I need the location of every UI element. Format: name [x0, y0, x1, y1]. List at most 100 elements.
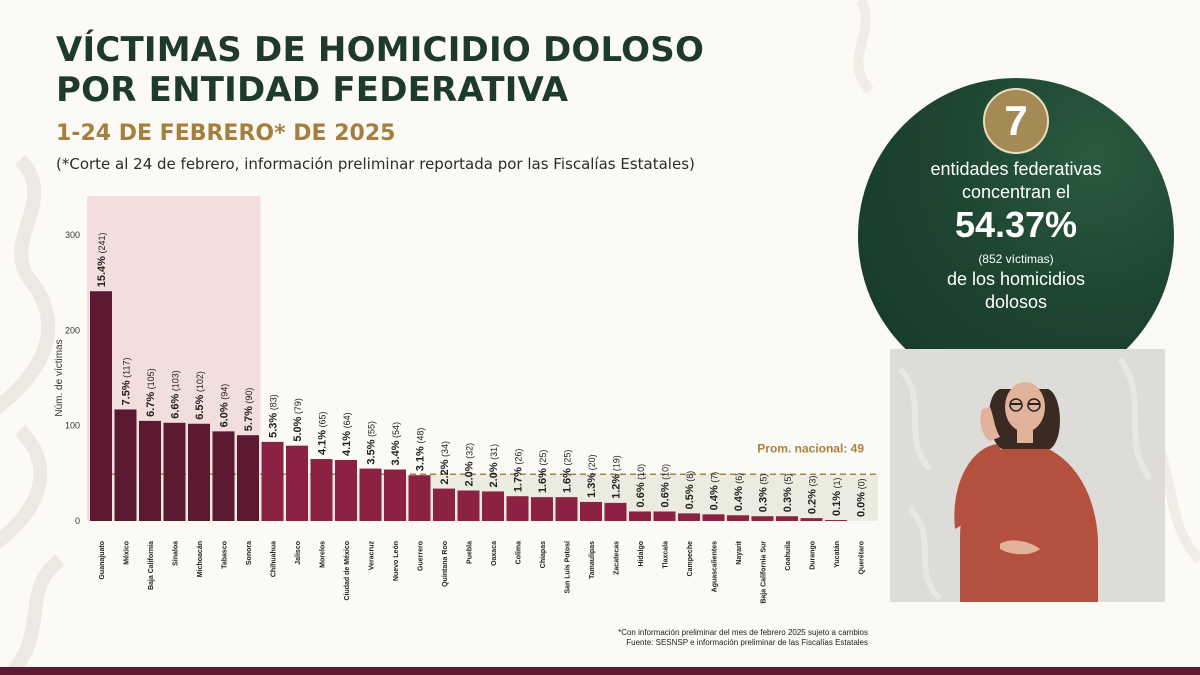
footnote-preliminary: *Con información preliminar del mes de f… — [618, 628, 868, 637]
bar — [482, 491, 504, 521]
data-label: 0.6% (10) — [635, 464, 647, 508]
bar — [555, 497, 578, 521]
data-label-percent: 0.6% — [660, 482, 672, 507]
data-label-count: (3) — [808, 476, 818, 490]
data-label-percent: 6.6% — [170, 394, 182, 419]
data-label-percent: 7.5% — [121, 380, 133, 405]
bar — [261, 441, 284, 521]
summary-line-2: concentran el — [961, 182, 1071, 202]
data-label-count: (20) — [587, 454, 597, 473]
data-label: 2.0% (32) — [464, 443, 476, 487]
data-label: 5.0% (79) — [292, 398, 304, 442]
y-tick-label: 300 — [65, 230, 80, 240]
data-label-count: (19) — [612, 455, 622, 474]
entity-count-badge: 7 — [983, 88, 1049, 154]
data-label-percent: 6.5% — [194, 394, 206, 419]
x-tick-label: Zacatecas — [614, 541, 621, 575]
data-label-percent: 0.1% — [831, 491, 843, 516]
bar — [286, 445, 308, 521]
data-label-count: (79) — [293, 398, 303, 417]
data-label-percent: 0.0% — [856, 492, 868, 517]
data-label: 0.5% (8) — [684, 471, 696, 510]
data-label-count: (117) — [122, 358, 132, 381]
data-label-count: (241) — [97, 233, 107, 257]
data-label: 0.0% (0) — [856, 478, 868, 517]
x-tick-label: Michoacán — [197, 541, 204, 577]
data-label-percent: 0.4% — [709, 485, 721, 510]
data-label: 2.0% (31) — [488, 444, 500, 488]
x-tick-label: Baja California — [148, 541, 155, 590]
x-tick-label: Durango — [810, 541, 817, 570]
x-tick-label: Coahuila — [785, 541, 792, 571]
x-tick-label: Colima — [516, 541, 523, 564]
interpreter-figure — [890, 349, 1165, 602]
x-tick-label: Guanajuato — [99, 541, 106, 580]
x-tick-label: Ciudad de México — [344, 541, 351, 601]
data-label-percent: 15.4% — [96, 256, 108, 287]
data-label-count: (10) — [661, 464, 671, 483]
bar — [580, 501, 602, 521]
bar — [629, 511, 651, 521]
data-label: 0.3% (5) — [782, 474, 794, 513]
data-label-count: (54) — [391, 422, 401, 441]
x-tick-label: Tamaulipas — [589, 541, 596, 579]
data-label-percent: 0.6% — [635, 482, 647, 507]
data-label: 6.7% (105) — [145, 368, 157, 417]
bar — [90, 291, 112, 521]
data-label: 1.2% (19) — [611, 455, 623, 499]
data-label: 15.4% (241) — [96, 233, 108, 288]
bar — [335, 459, 357, 521]
footer-bar — [0, 667, 1200, 675]
x-tick-label: Morelos — [320, 541, 327, 568]
data-label-percent: 0.2% — [807, 489, 819, 514]
bar — [408, 475, 431, 521]
x-tick-label: Oaxaca — [491, 541, 498, 566]
bar-chart: Prom. nacional: 49 0 100 200 300 Núm. de víct… — [54, 196, 878, 604]
bar — [114, 409, 137, 521]
data-label-percent: 0.3% — [758, 487, 770, 512]
average-label: Prom. nacional: 49 — [757, 441, 864, 455]
bar — [727, 515, 749, 521]
summary-percent: 54.37% — [954, 204, 1078, 245]
x-tick-label: Yucatán — [834, 541, 841, 568]
x-tick-label: Nuevo León — [393, 541, 400, 581]
data-label-percent: 0.5% — [684, 484, 696, 509]
data-label: 1.3% (20) — [586, 454, 598, 498]
x-tick-label: Chihuahua — [271, 541, 278, 577]
data-label-count: (94) — [220, 384, 230, 403]
x-tick-label: Quintana Roo — [442, 541, 449, 587]
bar — [457, 490, 480, 521]
data-label-percent: 1.6% — [562, 468, 574, 493]
data-label-percent: 2.0% — [464, 461, 476, 486]
y-tick-label: 200 — [65, 325, 80, 335]
bar — [531, 497, 553, 521]
data-label-percent: 3.4% — [390, 440, 402, 465]
title-line-1: VÍCTIMAS DE HOMICIDIO DOLOSO — [56, 30, 705, 70]
bar — [163, 422, 186, 521]
x-tick-label: Tabasco — [222, 541, 229, 569]
summary-victims: (852 víctimas) — [978, 252, 1054, 266]
data-label: 3.5% (55) — [366, 421, 378, 465]
bar — [800, 518, 823, 521]
x-tick-label: San Luis Potosí — [565, 540, 572, 594]
data-label-count: (26) — [514, 449, 524, 468]
x-tick-label: Guerrero — [418, 541, 425, 571]
cutoff-note: (*Corte al 24 de febrero, información pr… — [56, 155, 695, 173]
data-label: 1.6% (25) — [562, 450, 574, 494]
summary-line-3: de los homicidios — [946, 269, 1086, 289]
data-label-count: (105) — [146, 368, 156, 392]
bar — [776, 516, 798, 521]
data-label-count: (0) — [857, 478, 867, 492]
data-label-count: (90) — [244, 388, 254, 407]
data-label-count: (48) — [416, 428, 426, 447]
x-tick-label: Baja California Sur — [761, 541, 768, 604]
bar — [359, 468, 382, 521]
summary-circle: 7 entidades federativas concentran el 54… — [858, 78, 1174, 394]
data-label-count: (31) — [489, 444, 499, 463]
data-label-count: (83) — [269, 394, 279, 413]
data-label-count: (5) — [759, 474, 769, 488]
data-label: 0.6% (10) — [660, 464, 672, 508]
bar — [310, 459, 333, 521]
data-label-count: (55) — [367, 421, 377, 440]
